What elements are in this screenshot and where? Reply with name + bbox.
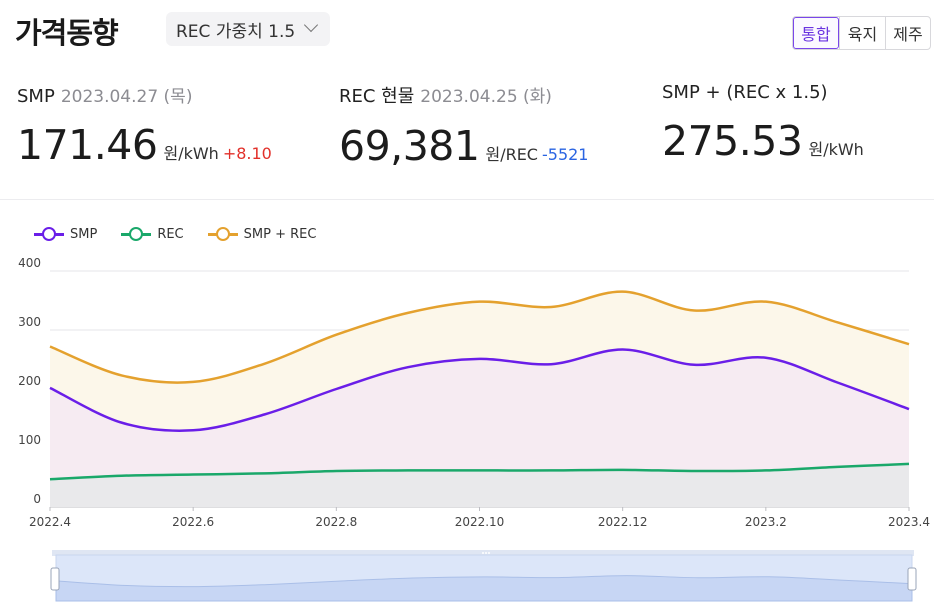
x-tick-label: 2022.8: [315, 515, 357, 529]
y-tick-label: 200: [18, 374, 41, 388]
price-trend-chart: 0 100 200 300 400 2022.4 2022.6 2022.8 2022.10 20…: [18, 256, 930, 602]
total-metric: SMP + (REC x 1.5) 275.53 원/kWh: [662, 82, 864, 165]
x-tick-label: 2023.4: [888, 515, 930, 529]
smp-unit: 원/kWh: [163, 144, 219, 163]
x-tick-label: 2022.6: [172, 515, 214, 529]
total-unit: 원/kWh: [808, 140, 864, 159]
rec-area: [50, 463, 909, 507]
rec-change: -5521: [541, 145, 589, 164]
smp-metric: SMP 2023.04.27 (목) 171.46 원/kWh +8.10: [17, 82, 272, 169]
zoom-grip-dot: [482, 552, 484, 554]
chart-legend: SMP REC SMP + REC: [34, 226, 340, 242]
zoom-left-handle[interactable]: [50, 567, 60, 591]
legend-label-total: SMP + REC: [243, 226, 317, 242]
rec-value: 69,381: [339, 122, 480, 170]
legend-marker-total: [207, 226, 238, 242]
legend-marker-rec: [121, 226, 152, 242]
series-line-rec: [49, 462, 910, 481]
zoom-right-handle[interactable]: [907, 567, 917, 591]
region-option-mainland[interactable]: 육지: [839, 17, 885, 49]
rec-unit: 원/REC: [485, 145, 538, 164]
total-value: 275.53: [662, 117, 803, 165]
smp-change: +8.10: [222, 144, 272, 163]
legend-item-total[interactable]: SMP + REC: [207, 226, 317, 242]
y-tick-label: 0: [33, 492, 41, 506]
y-tick-label: 300: [18, 315, 41, 329]
smp-value: 171.46: [17, 121, 158, 169]
zoom-grip-dot: [488, 552, 490, 554]
chevron-down-icon: [303, 17, 319, 33]
legend-label-smp: SMP: [70, 226, 98, 242]
x-tick-label: 2023.2: [745, 515, 787, 529]
series-line-total: [49, 290, 910, 384]
y-tick-label: 400: [18, 256, 41, 270]
rec-metric: REC 현물 2023.04.25 (화) 69,381 원/REC -5521: [339, 82, 588, 170]
total-label: SMP + (REC x 1.5): [662, 82, 828, 103]
rec-label: REC 현물: [339, 86, 415, 107]
divider: [0, 199, 934, 200]
x-tick-label: 2022.4: [29, 515, 71, 529]
series-line-smp: [49, 348, 910, 432]
y-tick-label: 100: [18, 433, 41, 447]
rec-weight-select[interactable]: REC 가중치 1.5: [166, 12, 330, 46]
smp-date: 2023.04.27 (목): [60, 87, 193, 107]
total-area: [50, 291, 909, 431]
smp-label: SMP: [17, 86, 55, 107]
region-toggle: 통합 육지 제주: [792, 16, 931, 50]
x-tick-label: 2022.12: [598, 515, 648, 529]
rec-weight-select-value: REC 가중치 1.5: [176, 21, 296, 42]
legend-item-smp[interactable]: SMP: [34, 226, 97, 242]
zoom-preview-area: [55, 575, 913, 602]
region-option-integrated[interactable]: 통합: [793, 17, 839, 49]
legend-marker-smp: [34, 226, 64, 242]
legend-label-rec: REC: [157, 226, 184, 242]
page-title: 가격동향: [15, 16, 119, 50]
region-option-jeju[interactable]: 제주: [885, 17, 930, 49]
zoom-grip-dot: [485, 552, 487, 554]
smp-area: [50, 349, 909, 480]
legend-item-rec[interactable]: REC: [121, 226, 184, 242]
rec-date: 2023.04.25 (화): [420, 87, 552, 107]
x-tick-label: 2022.10: [455, 515, 505, 529]
